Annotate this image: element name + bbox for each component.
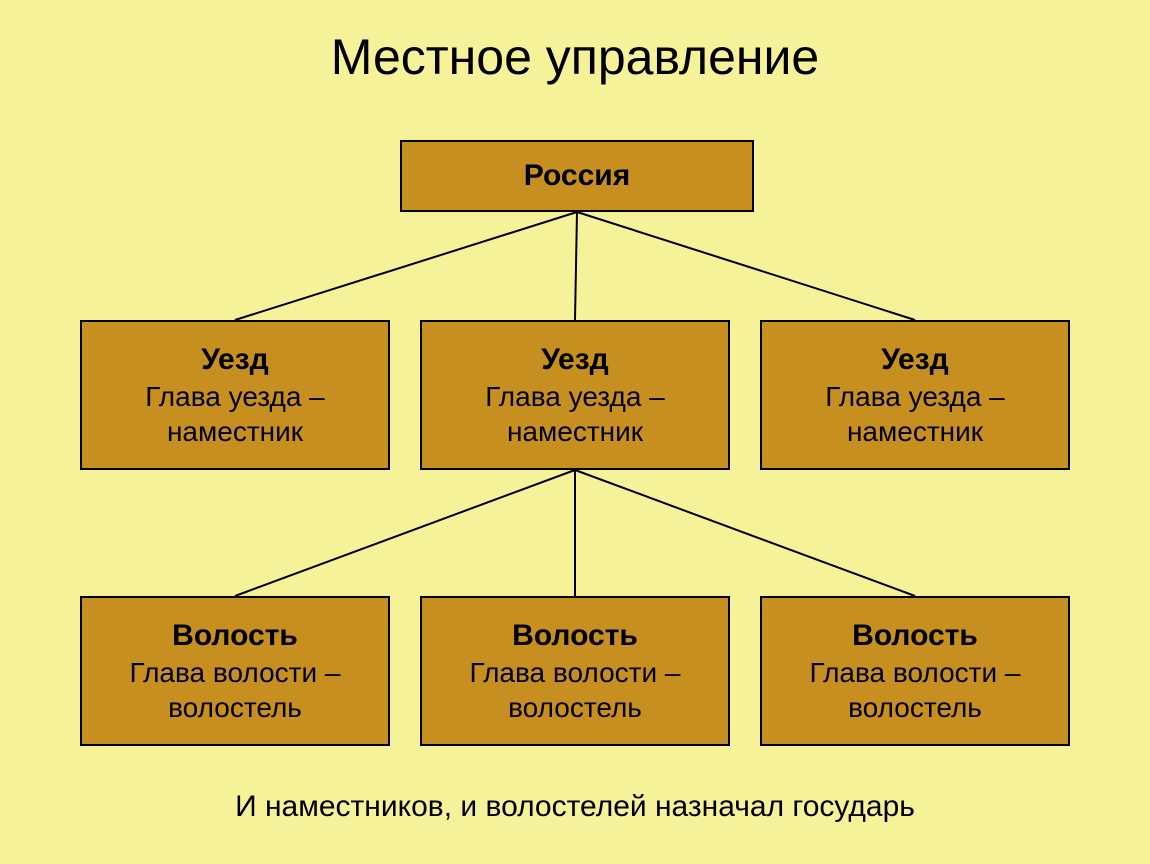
- node-subtitle: Глава волости –волостель: [130, 655, 341, 725]
- node-title: Россия: [524, 157, 631, 195]
- node-uezd-2: Уезд Глава уезда –наместник: [420, 320, 730, 470]
- node-uezd-3: Уезд Глава уезда –наместник: [760, 320, 1070, 470]
- node-title: Уезд: [201, 341, 268, 379]
- node-title: Волость: [172, 617, 298, 655]
- node-subtitle: Глава уезда –наместник: [825, 379, 1005, 449]
- node-title: Уезд: [541, 341, 608, 379]
- node-volost-1: Волость Глава волости –волостель: [80, 596, 390, 746]
- node-title: Волость: [512, 617, 638, 655]
- diagram-footer: И наместников, и волостелей назначал гос…: [0, 790, 1150, 824]
- node-volost-2: Волость Глава волости –волостель: [420, 596, 730, 746]
- node-subtitle: Глава волости –волостель: [810, 655, 1021, 725]
- node-subtitle: Глава уезда –наместник: [145, 379, 325, 449]
- node-subtitle: Глава уезда –наместник: [485, 379, 665, 449]
- node-title: Волость: [852, 617, 978, 655]
- node-volost-3: Волость Глава волости –волостель: [760, 596, 1070, 746]
- node-uezd-1: Уезд Глава уезда –наместник: [80, 320, 390, 470]
- node-root: Россия: [400, 140, 754, 212]
- diagram-canvas: Местное управление Россия Уезд Глава уез…: [0, 0, 1150, 864]
- node-title: Уезд: [881, 341, 948, 379]
- diagram-title: Местное управление: [0, 28, 1150, 86]
- node-subtitle: Глава волости –волостель: [470, 655, 681, 725]
